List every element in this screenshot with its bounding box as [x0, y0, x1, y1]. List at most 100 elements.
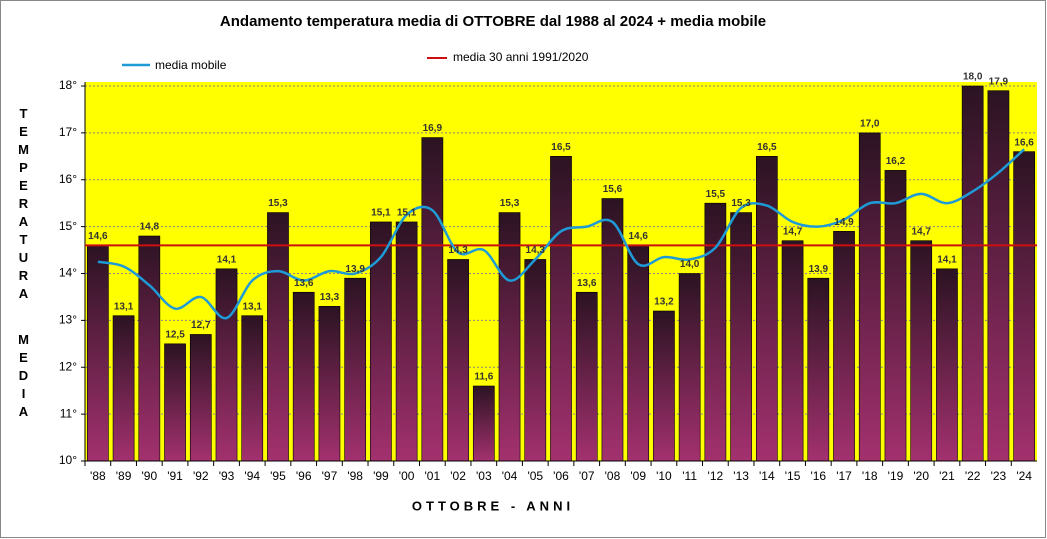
x-tick-label: '10 — [656, 469, 672, 483]
x-tick-label: '15 — [785, 469, 801, 483]
bar — [807, 277, 830, 462]
x-tick-label: '11 — [682, 469, 697, 483]
value-label: 15,3 — [268, 198, 288, 209]
x-tick-label: '91 — [167, 469, 183, 483]
x-tick-label: '05 — [527, 469, 543, 483]
value-label: 14,1 — [217, 254, 237, 265]
bar — [730, 212, 752, 462]
value-label: 11,6 — [474, 372, 493, 383]
x-tick-label: '98 — [347, 469, 363, 483]
x-tick-label: '08 — [605, 469, 621, 483]
bar — [961, 85, 984, 462]
bar — [653, 310, 675, 462]
value-label: 13,9 — [345, 264, 365, 275]
legend-label: media 30 anni 1991/2020 — [453, 50, 589, 64]
value-label: 14,6 — [88, 231, 108, 242]
x-tick-label: '09 — [630, 469, 646, 483]
value-label: 13,1 — [243, 301, 263, 312]
x-tick-label: '88 — [90, 469, 106, 483]
bar — [215, 268, 238, 462]
bar — [678, 273, 701, 462]
bar — [241, 315, 264, 462]
x-tick-label: '03 — [476, 469, 492, 483]
x-tick-label: '96 — [296, 469, 312, 483]
value-label: 12,5 — [165, 329, 185, 340]
bar — [344, 277, 367, 462]
value-label: 14,7 — [911, 226, 931, 237]
value-label: 15,1 — [371, 208, 391, 219]
x-tick-label: '02 — [450, 469, 466, 483]
legend-label: media mobile — [155, 58, 227, 72]
value-label: 15,3 — [500, 198, 520, 209]
y-tick-label: 16° — [59, 172, 77, 186]
x-tick-label: '19 — [888, 469, 904, 483]
bar — [910, 240, 933, 462]
x-tick-label: '94 — [244, 469, 260, 483]
value-label: 13,2 — [654, 297, 674, 308]
y-tick-label: 12° — [59, 359, 77, 373]
x-tick-label: '89 — [116, 469, 132, 483]
value-label: 13,6 — [294, 278, 314, 289]
x-tick-label: '12 — [708, 469, 724, 483]
value-label: 14,0 — [680, 259, 700, 270]
value-label: 16,5 — [551, 142, 571, 153]
y-tick-label: 17° — [59, 125, 77, 139]
value-label: 16,9 — [423, 123, 443, 134]
bar — [884, 170, 907, 462]
y-tick-label: 13° — [59, 313, 77, 327]
value-label: 15,3 — [731, 198, 751, 209]
x-tick-label: '23 — [991, 469, 1007, 483]
x-tick-label: '22 — [965, 469, 981, 483]
value-label: 16,2 — [886, 156, 906, 167]
value-label: 13,9 — [809, 264, 829, 275]
bar — [781, 240, 804, 462]
value-label: 14,8 — [140, 222, 160, 233]
bar — [164, 343, 186, 462]
x-axis-title: OTTOBRE - ANNI — [412, 498, 574, 513]
x-tick-label: '99 — [373, 469, 389, 483]
x-tick-label: '13 — [733, 469, 749, 483]
value-label: 14,3 — [448, 245, 468, 256]
bar — [421, 137, 444, 462]
value-label: 14,6 — [628, 231, 648, 242]
x-tick-label: '01 — [425, 469, 441, 483]
bar — [704, 202, 727, 462]
bar — [1013, 151, 1035, 462]
moving-average-line — [97, 148, 1025, 320]
value-label: 17,0 — [860, 119, 880, 130]
x-tick-label: '93 — [219, 469, 235, 483]
value-label: 15,1 — [397, 208, 417, 219]
bar — [87, 245, 109, 462]
value-label: 16,6 — [1014, 137, 1034, 148]
x-tick-label: '90 — [142, 469, 158, 483]
value-label: 18,0 — [963, 72, 983, 83]
bar — [189, 334, 212, 462]
value-label: 14,9 — [834, 217, 854, 228]
bar — [601, 198, 624, 462]
value-label: 15,6 — [603, 184, 623, 195]
value-label: 17,9 — [989, 76, 1009, 87]
value-label: 13,1 — [114, 301, 134, 312]
y-tick-label: 18° — [59, 78, 77, 92]
bar — [987, 90, 1010, 462]
x-tick-label: '92 — [193, 469, 209, 483]
y-tick-label: 11° — [60, 406, 77, 420]
value-label: 14,3 — [526, 245, 546, 256]
bar — [138, 235, 161, 462]
bar — [395, 221, 418, 462]
bar — [112, 315, 135, 462]
x-tick-label: '95 — [270, 469, 286, 483]
x-tick-label: '18 — [862, 469, 878, 483]
y-tick-label: 15° — [59, 219, 77, 233]
y-tick-label: 14° — [59, 266, 77, 280]
bar — [575, 291, 598, 462]
x-tick-label: '07 — [579, 469, 595, 483]
bar — [936, 268, 958, 462]
bar — [267, 212, 289, 462]
bar — [833, 231, 855, 462]
value-label: 14,7 — [783, 226, 803, 237]
bar — [472, 385, 495, 462]
value-label: 13,6 — [577, 278, 597, 289]
